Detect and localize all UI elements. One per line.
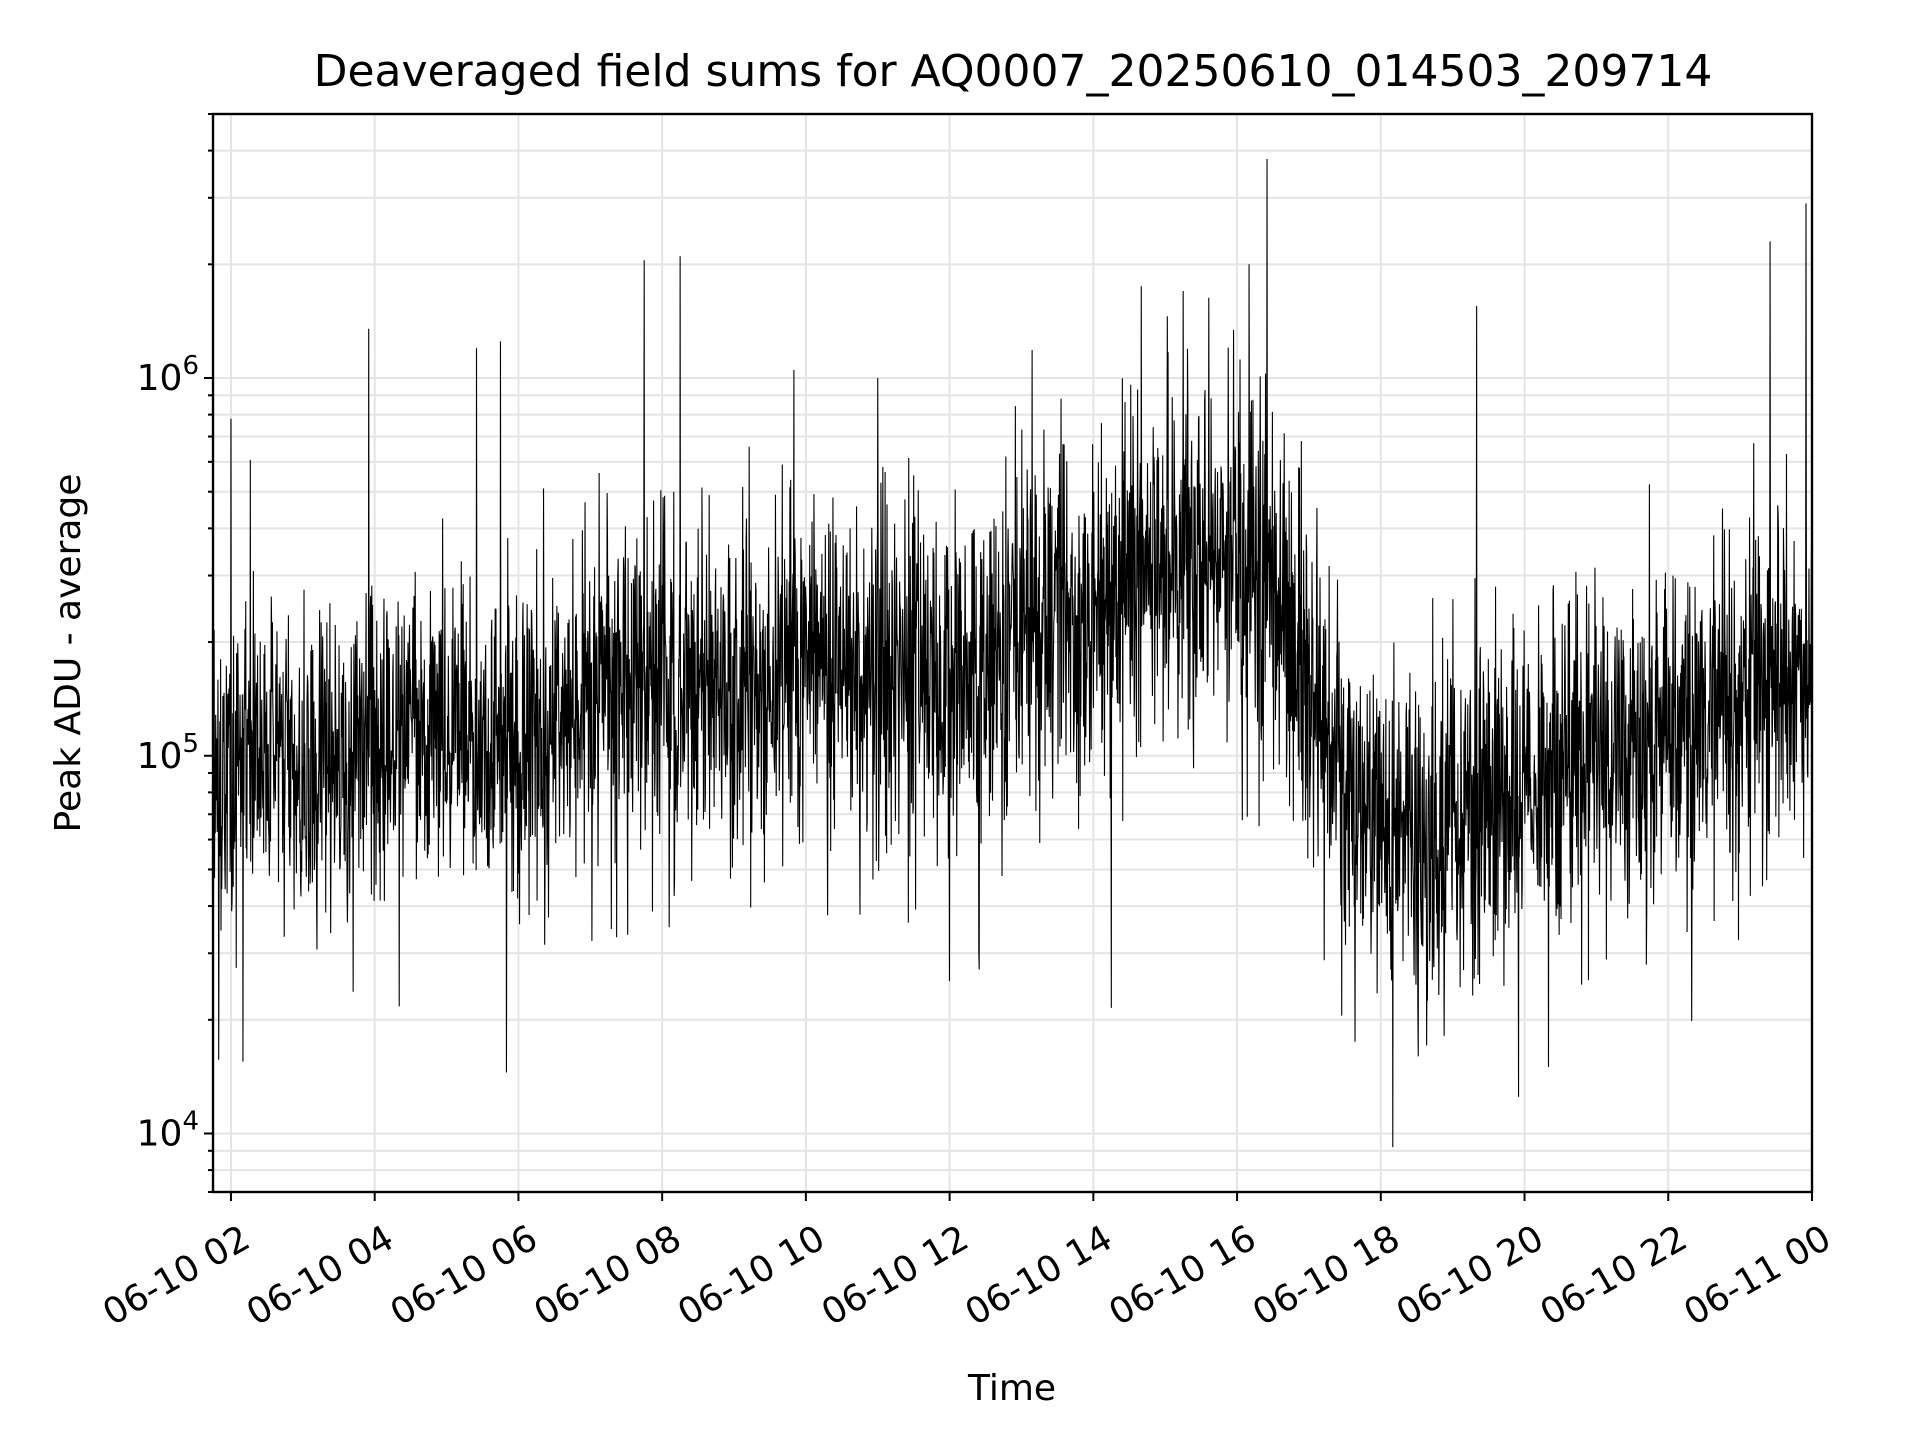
y-tick-label: 104 <box>137 1106 199 1154</box>
x-tick-label: 06-10 10 <box>671 1218 832 1334</box>
series-line <box>212 159 1813 1148</box>
y-tick-label: 106 <box>137 351 199 399</box>
y-axis-label: Peak ADU - average <box>48 474 89 833</box>
x-tick-label: 06-10 04 <box>240 1218 401 1334</box>
x-tick-label: 06-10 08 <box>527 1218 688 1334</box>
x-tick-label: 06-10 22 <box>1534 1218 1695 1334</box>
x-tick-label: 06-10 06 <box>384 1218 545 1334</box>
series-line-group <box>212 159 1813 1148</box>
x-tick-label: 06-10 14 <box>959 1218 1120 1334</box>
x-tick-label: 06-10 20 <box>1390 1218 1551 1334</box>
x-tick-label: 06-10 02 <box>96 1218 257 1334</box>
x-tick-label: 06-10 18 <box>1246 1218 1407 1334</box>
x-axis-label: Time <box>967 1368 1056 1409</box>
x-tick-label: 06-11 00 <box>1677 1218 1838 1334</box>
x-tick-label: 06-10 12 <box>815 1218 976 1334</box>
plot-frame <box>211 112 1814 1194</box>
y-tick-label: 105 <box>137 729 199 777</box>
chart-title: Deaveraged field sums for AQ0007_2025061… <box>314 46 1713 97</box>
x-tick-label: 06-10 16 <box>1102 1218 1263 1334</box>
